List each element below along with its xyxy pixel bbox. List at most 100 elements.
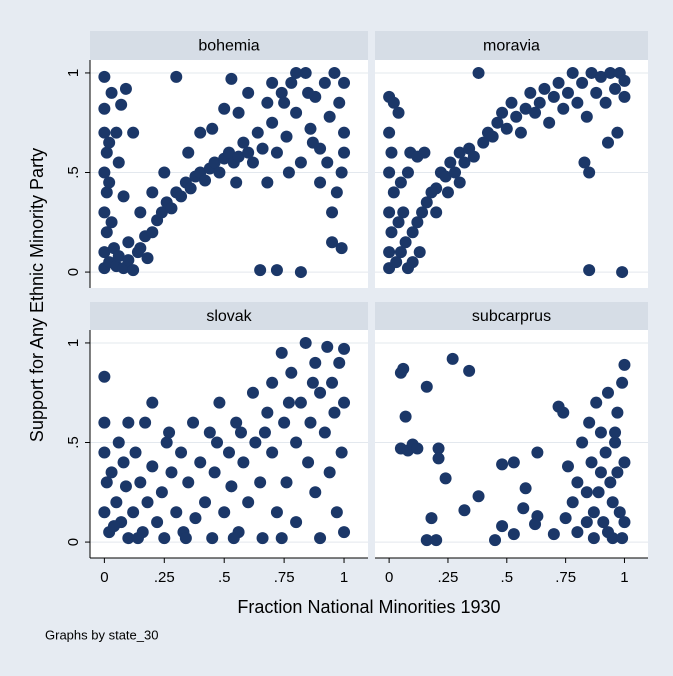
point	[571, 476, 584, 489]
point	[290, 106, 303, 119]
point	[246, 386, 259, 399]
point	[139, 416, 152, 429]
point	[458, 156, 471, 169]
point	[218, 506, 231, 519]
point	[179, 532, 192, 545]
point	[418, 146, 431, 159]
point	[611, 126, 624, 139]
point	[294, 396, 307, 409]
point	[158, 532, 171, 545]
point	[571, 526, 584, 539]
point	[275, 86, 288, 99]
point	[590, 86, 603, 99]
point	[387, 186, 400, 199]
point	[507, 456, 520, 469]
point	[122, 236, 135, 249]
point	[599, 96, 612, 109]
point	[261, 96, 274, 109]
point	[571, 96, 584, 109]
point	[566, 66, 579, 79]
point	[328, 66, 341, 79]
point	[146, 460, 159, 473]
point	[441, 186, 454, 199]
y-tick-label: 1	[65, 339, 82, 347]
point	[587, 532, 600, 545]
point	[213, 166, 226, 179]
point	[134, 206, 147, 219]
point	[599, 446, 612, 459]
point	[112, 436, 125, 449]
point	[411, 216, 424, 229]
point	[601, 386, 614, 399]
point	[115, 98, 128, 111]
point	[321, 156, 334, 169]
point	[425, 512, 438, 525]
point	[206, 532, 219, 545]
panel-title: subcarprus	[472, 308, 551, 325]
point	[299, 66, 312, 79]
point	[519, 482, 532, 495]
point	[187, 416, 200, 429]
point	[261, 406, 274, 419]
point	[127, 264, 140, 277]
point	[242, 86, 255, 99]
point	[432, 452, 445, 465]
point	[580, 486, 593, 499]
panel-title: moravia	[483, 38, 540, 55]
point	[335, 446, 348, 459]
point	[254, 264, 267, 277]
point	[529, 106, 542, 119]
point	[420, 380, 433, 393]
point	[189, 512, 202, 525]
point	[270, 506, 283, 519]
point	[616, 266, 629, 279]
point	[103, 176, 116, 189]
point	[430, 206, 443, 219]
x-tick-label: 1	[620, 569, 628, 586]
point	[420, 534, 433, 547]
point	[256, 142, 269, 155]
point	[453, 176, 466, 189]
point	[163, 426, 176, 439]
point	[223, 146, 235, 159]
point	[559, 512, 572, 525]
point	[105, 86, 118, 99]
x-tick-label: .75	[555, 569, 576, 586]
plot-area	[90, 330, 368, 558]
point	[227, 532, 240, 545]
point	[326, 236, 339, 249]
point	[314, 532, 327, 545]
point	[510, 110, 523, 123]
point	[609, 436, 622, 449]
point	[278, 416, 291, 429]
point	[496, 458, 509, 471]
point	[129, 446, 142, 459]
point	[203, 426, 216, 439]
point	[278, 96, 291, 109]
point	[390, 256, 403, 269]
point	[194, 456, 207, 469]
panel-header	[90, 302, 368, 330]
point	[155, 206, 168, 219]
point	[127, 506, 140, 519]
point	[594, 70, 607, 83]
point	[338, 526, 351, 539]
point	[529, 518, 542, 531]
x-tick-label: 1	[340, 569, 348, 586]
point	[175, 446, 188, 459]
point	[463, 364, 476, 377]
point	[449, 166, 462, 179]
point	[112, 156, 125, 169]
point	[330, 506, 343, 519]
point	[302, 456, 315, 469]
point	[280, 130, 293, 143]
point	[100, 186, 113, 199]
point	[146, 226, 159, 239]
point	[119, 82, 132, 95]
point	[601, 526, 614, 539]
point	[519, 102, 532, 115]
point	[444, 156, 457, 169]
point	[110, 496, 123, 509]
point	[611, 406, 624, 419]
point	[338, 146, 351, 159]
